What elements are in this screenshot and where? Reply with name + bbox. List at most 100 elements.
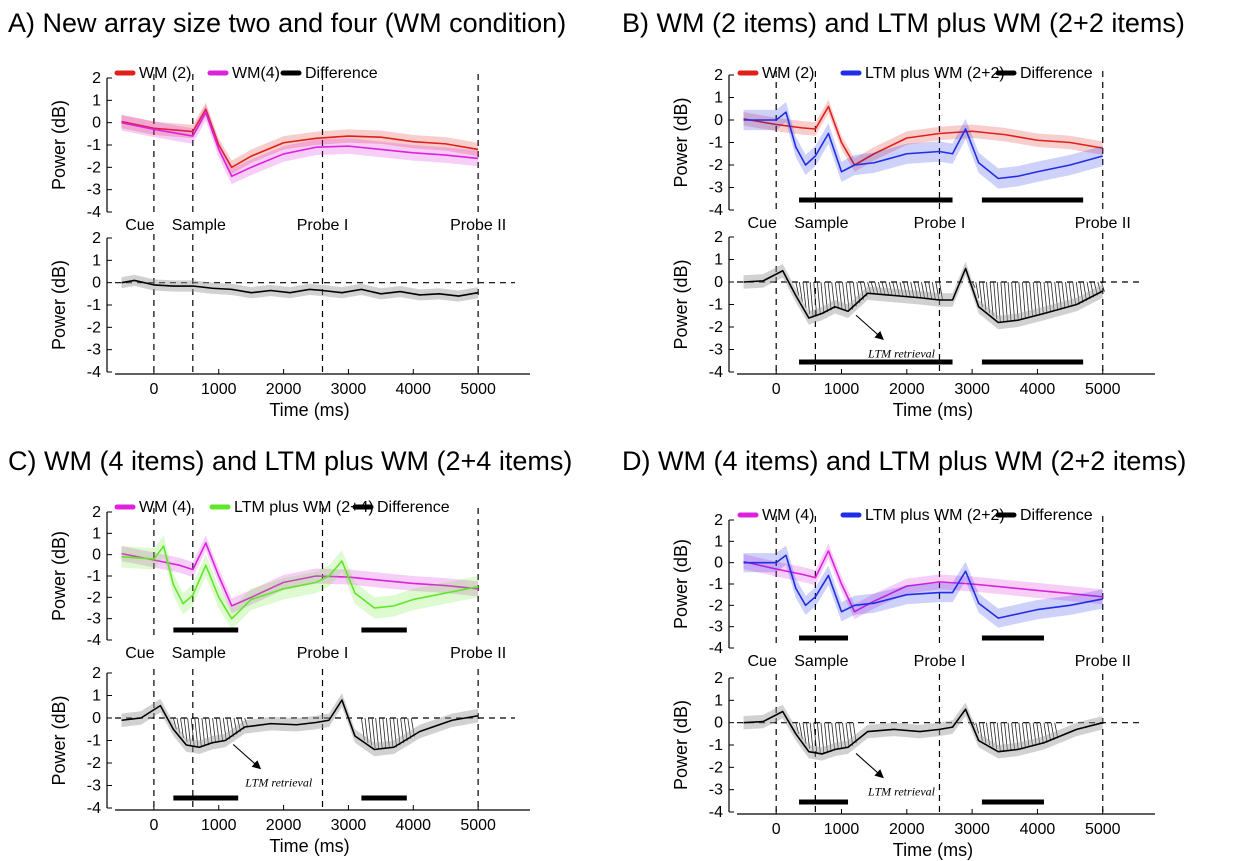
hatch-line	[226, 717, 231, 740]
x-tick-label: 1000	[201, 381, 237, 398]
hatch-line	[802, 722, 807, 744]
x-tick-label: 3000	[954, 381, 990, 398]
hatch-line	[1018, 281, 1023, 321]
series-line	[121, 279, 479, 297]
y-tick-label: 1	[714, 692, 723, 709]
hatch-line	[1032, 722, 1037, 746]
y-axis-label: Power (dB)	[671, 259, 691, 349]
hatch-line	[910, 281, 915, 298]
bottom-plot: 2 1 0 -1 -2 -3 -4 Power (dB)	[49, 230, 515, 381]
bottom-plot: 2 1 0 -1 -2 -3 -4 Power (dB)	[49, 665, 515, 817]
hatch-line	[1101, 281, 1105, 292]
hatch-line	[1054, 281, 1059, 311]
panel-b: B) WM (2 items) and LTM plus WM (2+2 ite…	[622, 8, 1185, 420]
series-line	[121, 699, 479, 751]
x-tick-label: 5000	[460, 381, 496, 398]
hatch-line	[928, 281, 933, 299]
hatch-line	[410, 717, 415, 737]
hatch-line	[870, 281, 875, 294]
y-tick-label: -2	[709, 319, 723, 336]
x-tick-label: 4000	[395, 381, 431, 398]
series-line	[743, 554, 1103, 619]
hatch-line	[1093, 281, 1098, 296]
hatch-line	[806, 722, 810, 749]
hatch-line	[194, 717, 199, 747]
x-tick-label: 1000	[201, 817, 237, 834]
y-tick-label: -3	[709, 342, 723, 359]
hatch-line	[1000, 281, 1005, 323]
hatch-line	[208, 717, 213, 744]
hatch-line	[1029, 722, 1033, 747]
hatch-line	[978, 281, 983, 308]
hatch-line	[809, 281, 814, 318]
hatch-line	[1075, 281, 1080, 305]
hatch-line	[1011, 722, 1016, 751]
y-tick-label: 2	[92, 230, 101, 247]
y-tick-label: 1	[92, 252, 101, 269]
legend-label: Difference	[305, 65, 378, 82]
x-tick-label: 1000	[824, 821, 860, 838]
hatch-line	[1065, 281, 1069, 308]
y-tick-label: -1	[709, 737, 723, 754]
series-band	[121, 274, 479, 302]
hatch-line	[1068, 281, 1073, 307]
hatch-line	[834, 722, 839, 750]
top-plot: 2 1 0 -1 -2 -3 -4 Power (dB)	[49, 70, 479, 221]
hatch-line	[806, 281, 810, 315]
hatch-line	[1029, 281, 1033, 318]
panel-d: D) WM (4 items) and LTM plus WM (2+2 ite…	[622, 446, 1186, 860]
hatch-line	[403, 717, 408, 742]
series-band	[743, 545, 1103, 628]
y-tick-label: 2	[714, 670, 723, 687]
hatch-line	[834, 281, 839, 307]
hatch-line	[813, 281, 818, 317]
series-line	[743, 550, 1103, 613]
hatch-line	[201, 717, 206, 747]
y-axis-label: Power (dB)	[49, 100, 69, 190]
legend-label: LTM plus WM (2+2)	[865, 507, 1005, 524]
hatch-line	[1014, 281, 1019, 321]
hatch-line	[867, 281, 872, 294]
hatch-line	[382, 717, 387, 749]
y-tick-label: 0	[92, 547, 101, 564]
hatch-line	[802, 281, 807, 308]
hatch-line	[931, 281, 936, 300]
hatch-line	[982, 722, 987, 744]
y-tick-label: -4	[709, 364, 723, 381]
hatch-line	[1061, 281, 1066, 309]
y-tick-label: 0	[92, 115, 101, 132]
hatch-line	[935, 281, 940, 300]
hatch-line	[1072, 281, 1077, 306]
y-tick-label: 2	[714, 229, 723, 246]
hatch-line	[361, 717, 365, 741]
top-plot: 2 1 0 -1 -2 -3 -4 Power (dB)	[671, 512, 1104, 657]
hatch-line	[230, 717, 234, 737]
hatch-line	[1036, 722, 1041, 745]
hatch-line	[795, 722, 800, 734]
annotation-label: LTM retrieval	[867, 784, 936, 798]
hatch-line	[842, 281, 846, 310]
x-tick-label: 4000	[395, 817, 431, 834]
y-tick-label: -3	[709, 180, 723, 197]
hatch-line	[233, 717, 238, 735]
hatch-line	[1022, 281, 1026, 320]
y-tick-label: 0	[714, 274, 723, 291]
hatch-line	[1011, 281, 1016, 321]
y-axis-label: Power (dB)	[49, 531, 69, 621]
hatch-line	[1057, 281, 1062, 310]
hatch-line	[1025, 281, 1030, 319]
hatch-line	[176, 717, 181, 734]
hatch-line	[389, 717, 394, 748]
hatch-line	[809, 722, 814, 752]
x-tick-label: 5000	[460, 817, 496, 834]
hatch-line	[888, 281, 893, 296]
y-tick-label: -3	[87, 778, 101, 795]
hatch-line	[1050, 281, 1055, 312]
hatch-line	[378, 717, 383, 749]
hatch-line	[1000, 722, 1005, 752]
hatch-line	[187, 717, 192, 746]
y-tick-label: -2	[87, 319, 101, 336]
hatch-line	[978, 722, 983, 741]
annotation-label: LTM retrieval	[244, 776, 313, 790]
